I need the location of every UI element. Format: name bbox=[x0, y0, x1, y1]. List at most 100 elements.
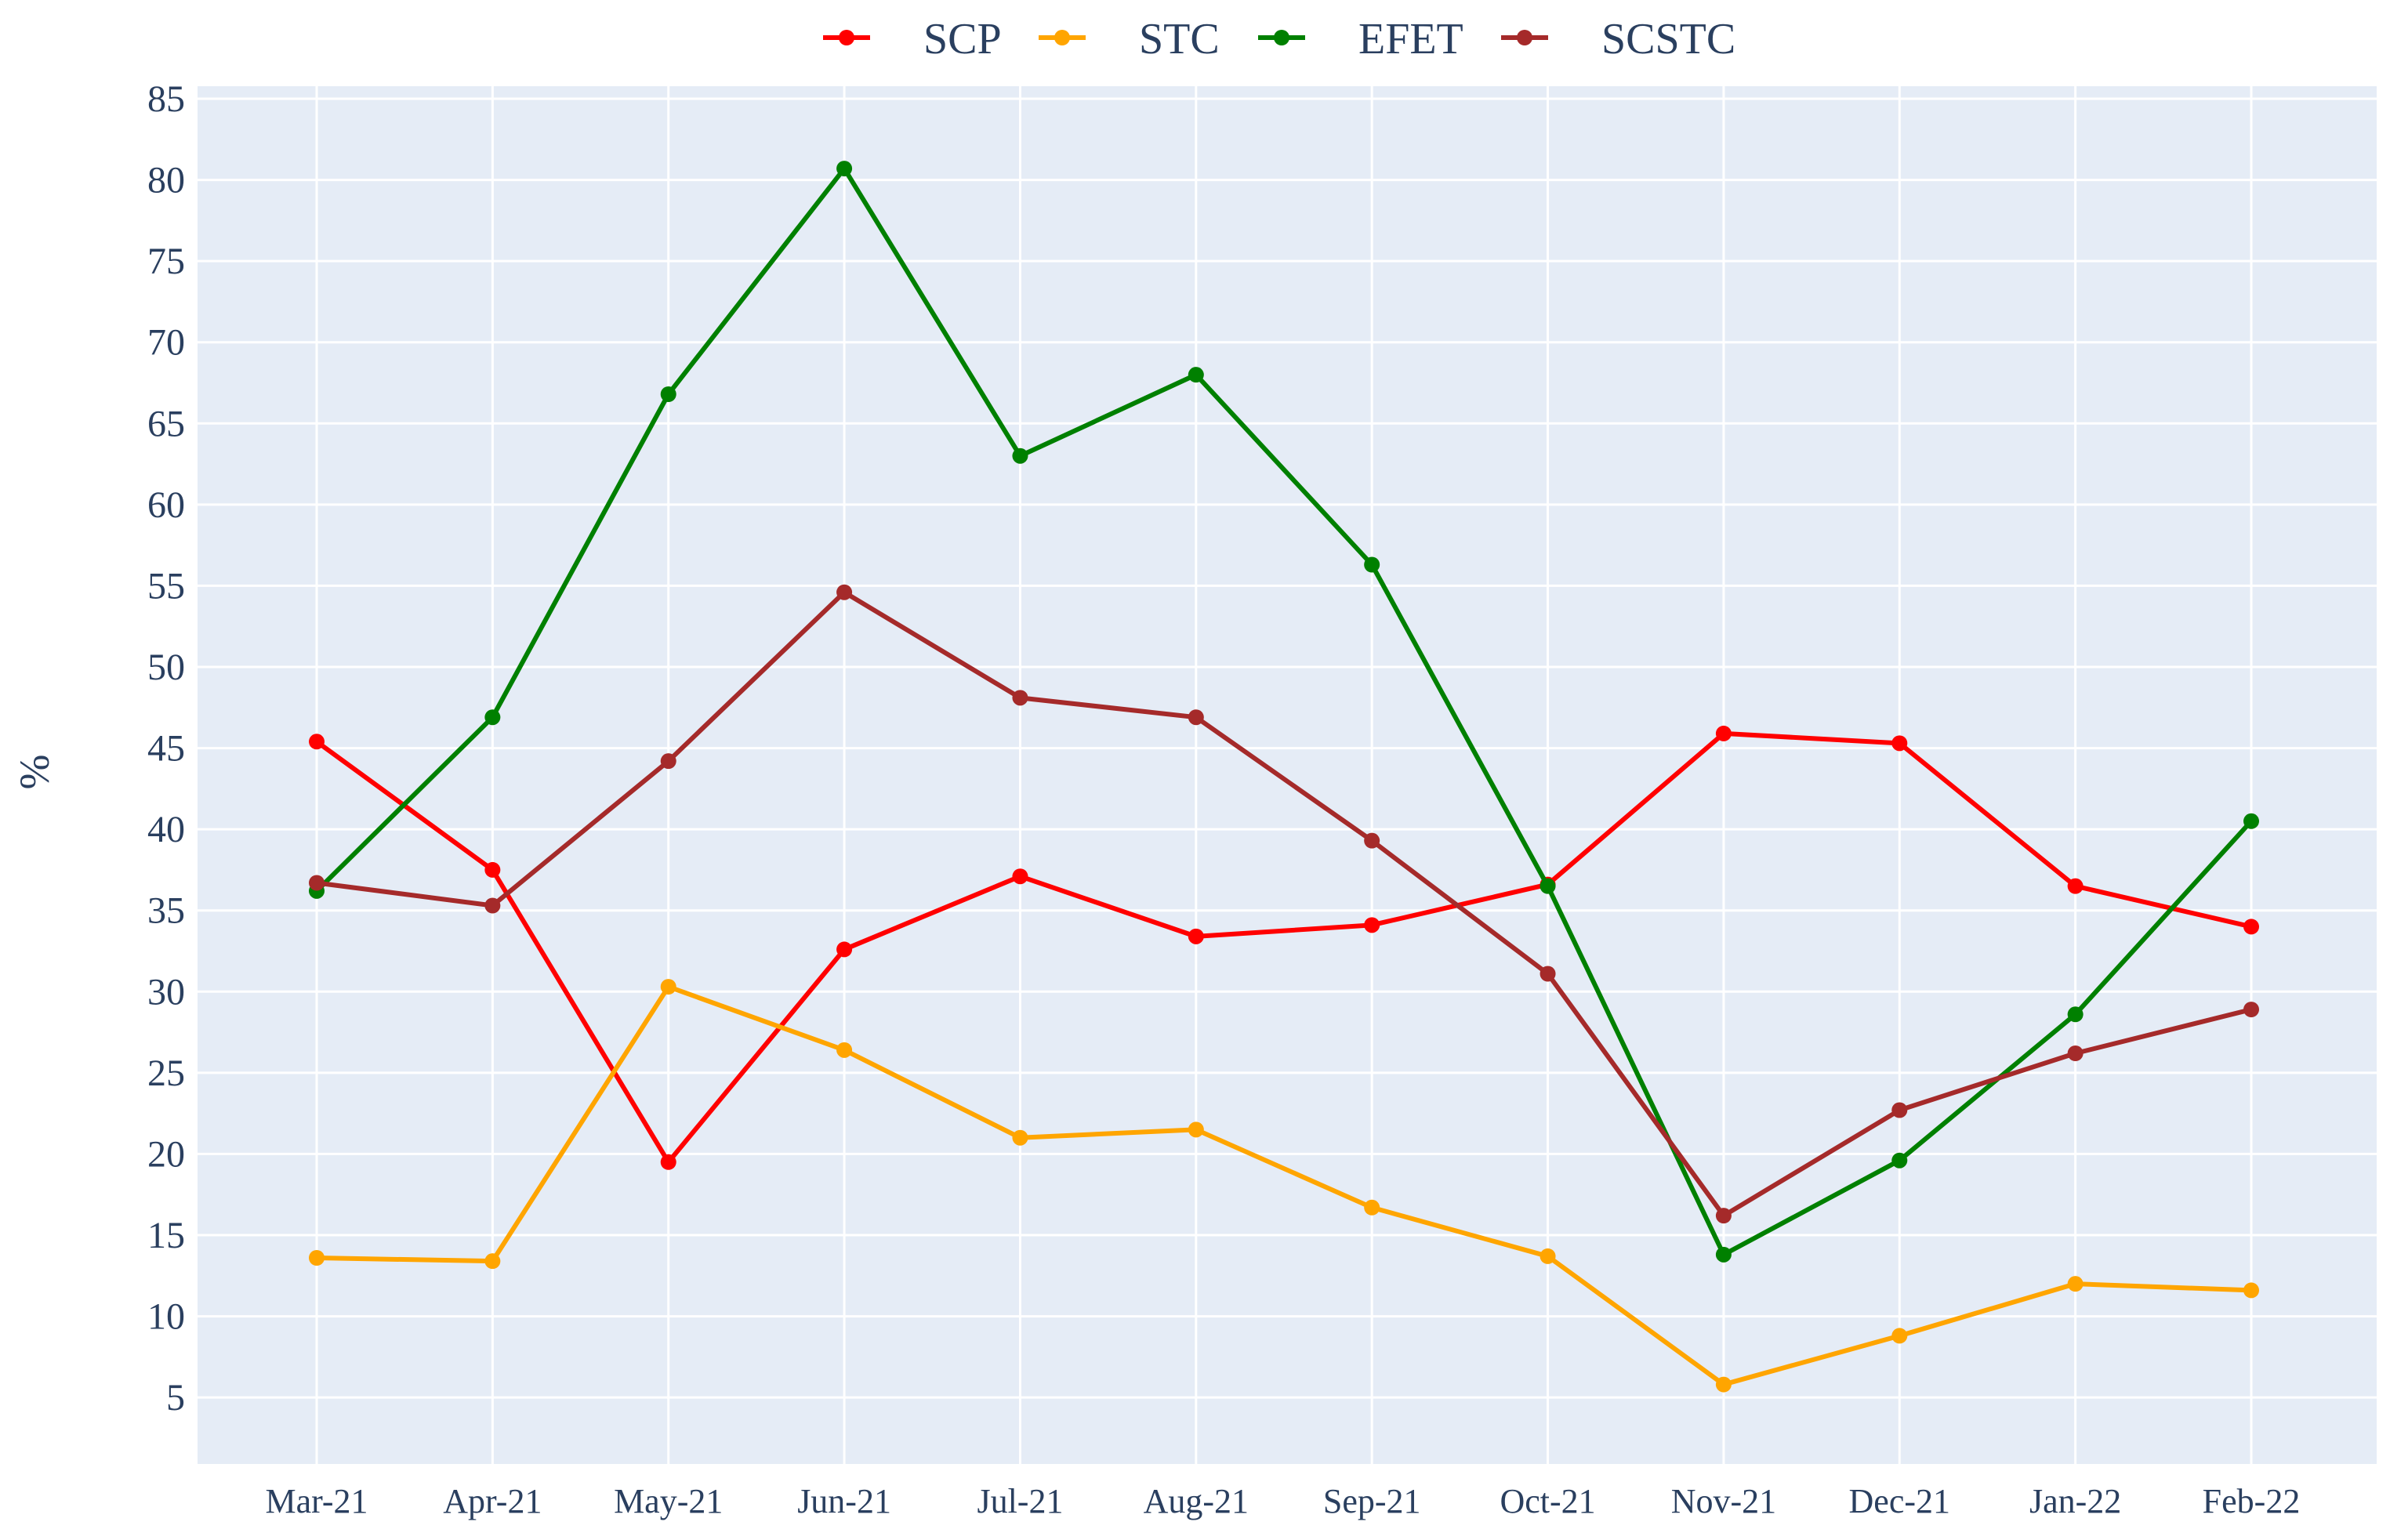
x-tick-label: Jul-21 bbox=[977, 1482, 1063, 1520]
x-tick-label: Sep-21 bbox=[1323, 1482, 1421, 1520]
x-tick-label: Jan-22 bbox=[2029, 1482, 2121, 1520]
y-axis-title: % bbox=[11, 755, 58, 790]
y-tick-label: 10 bbox=[147, 1296, 185, 1338]
y-tick-label: 5 bbox=[166, 1377, 185, 1419]
data-point-scstc bbox=[2243, 1002, 2259, 1018]
data-point-scstc bbox=[484, 897, 501, 914]
legend-swatch-marker bbox=[1054, 30, 1070, 45]
data-point-efet bbox=[1364, 556, 1380, 573]
y-tick-label: 65 bbox=[147, 403, 185, 444]
data-point-efet bbox=[660, 386, 676, 402]
data-point-scp bbox=[309, 734, 325, 750]
y-tick-label: 45 bbox=[147, 728, 185, 770]
data-point-stc bbox=[309, 1250, 325, 1266]
y-tick-label: 30 bbox=[147, 971, 185, 1013]
data-point-scstc bbox=[836, 584, 853, 600]
legend-label: EFET bbox=[1358, 15, 1463, 63]
y-tick-label: 50 bbox=[147, 647, 185, 688]
data-point-scstc bbox=[1012, 690, 1028, 706]
series-stc bbox=[309, 979, 2259, 1393]
data-point-efet bbox=[2243, 813, 2259, 829]
legend-label: SCP bbox=[923, 15, 1002, 63]
data-point-scstc bbox=[1540, 966, 1556, 982]
y-tick-label: 70 bbox=[147, 322, 185, 364]
data-point-stc bbox=[2243, 1282, 2259, 1299]
data-point-scstc bbox=[660, 753, 676, 770]
y-axis-tick-labels: 5 10 15 20 25 30 35 40 45 50 55 60 65 70 75 80 85 bbox=[147, 78, 185, 1419]
legend-swatch-marker bbox=[1517, 30, 1532, 45]
data-point-scp bbox=[2243, 919, 2259, 935]
legend: SCP STC EFET SCSTC bbox=[823, 15, 1735, 63]
x-tick-label: Mar-21 bbox=[265, 1482, 368, 1520]
data-point-stc bbox=[2067, 1276, 2084, 1292]
data-point-scp bbox=[660, 1154, 676, 1170]
legend-item-stc: STC bbox=[1039, 15, 1220, 63]
y-tick-label: 15 bbox=[147, 1215, 185, 1256]
data-point-efet bbox=[836, 161, 853, 177]
legend-item-efet: EFET bbox=[1258, 15, 1463, 63]
data-point-stc bbox=[1715, 1376, 1732, 1393]
x-gridlines bbox=[315, 86, 2253, 1464]
data-point-scstc bbox=[309, 875, 325, 891]
data-point-scstc bbox=[1188, 709, 1204, 726]
legend-item-scp: SCP bbox=[823, 15, 1002, 63]
x-tick-label: Jun-21 bbox=[797, 1482, 891, 1520]
data-point-stc bbox=[484, 1253, 501, 1270]
x-axis-tick-labels: Mar-21 Apr-21 May-21 Jun-21 Jul-21 Aug-21 Sep-… bbox=[265, 1482, 2300, 1520]
y-tick-label: 25 bbox=[147, 1053, 185, 1094]
series-line-stc bbox=[314, 984, 2254, 1387]
legend-label: SCSTC bbox=[1601, 15, 1735, 63]
x-tick-label: Feb-22 bbox=[2203, 1482, 2301, 1520]
data-point-scp bbox=[836, 941, 853, 958]
x-tick-label: Apr-21 bbox=[443, 1482, 542, 1520]
legend-swatch-marker bbox=[839, 30, 854, 45]
data-point-stc bbox=[1891, 1328, 1908, 1344]
data-point-efet bbox=[484, 709, 501, 726]
data-point-efet bbox=[1891, 1152, 1908, 1169]
x-tick-label: Oct-21 bbox=[1500, 1482, 1595, 1520]
legend-label: STC bbox=[1139, 15, 1220, 63]
data-point-scp bbox=[1891, 735, 1908, 752]
data-point-stc bbox=[1540, 1248, 1556, 1264]
data-point-efet bbox=[1012, 448, 1028, 464]
y-tick-label: 75 bbox=[147, 241, 185, 282]
data-point-scp bbox=[1364, 917, 1380, 933]
data-point-scp bbox=[1012, 868, 1028, 885]
data-point-scp bbox=[2067, 878, 2084, 894]
plot-background bbox=[198, 86, 2377, 1464]
y-tick-label: 20 bbox=[147, 1133, 185, 1175]
y-tick-label: 35 bbox=[147, 890, 185, 932]
data-point-scstc bbox=[2067, 1045, 2084, 1061]
data-point-stc bbox=[1012, 1129, 1028, 1146]
data-point-scp bbox=[1715, 725, 1732, 741]
data-point-scstc bbox=[1891, 1102, 1908, 1118]
data-point-stc bbox=[1364, 1199, 1380, 1216]
y-tick-label: 60 bbox=[147, 484, 185, 526]
y-tick-label: 55 bbox=[147, 565, 185, 607]
data-point-efet bbox=[1188, 367, 1204, 383]
data-point-stc bbox=[660, 979, 676, 995]
data-point-stc bbox=[1188, 1121, 1204, 1138]
y-gridlines bbox=[198, 97, 2377, 1399]
legend-swatch-marker bbox=[1274, 30, 1289, 45]
data-point-efet bbox=[1715, 1246, 1732, 1263]
series-line-efet bbox=[314, 166, 2254, 1257]
series-scp bbox=[309, 725, 2259, 1170]
data-point-scstc bbox=[1364, 832, 1380, 849]
y-tick-label: 85 bbox=[147, 78, 185, 120]
data-point-stc bbox=[836, 1042, 853, 1058]
legend-item-scstc: SCSTC bbox=[1501, 15, 1735, 63]
x-tick-label: Dec-21 bbox=[1849, 1482, 1951, 1520]
y-tick-label: 80 bbox=[147, 160, 185, 201]
data-point-scp bbox=[1188, 928, 1204, 944]
data-point-scstc bbox=[1715, 1208, 1732, 1224]
data-point-scp bbox=[484, 861, 501, 878]
series-line-scstc bbox=[314, 589, 2254, 1219]
y-tick-label: 40 bbox=[147, 809, 185, 850]
series-scstc bbox=[309, 584, 2259, 1224]
x-tick-label: Aug-21 bbox=[1144, 1482, 1249, 1520]
series-line-scp bbox=[314, 730, 2254, 1165]
data-point-efet bbox=[1540, 878, 1556, 894]
data-point-efet bbox=[2067, 1006, 2084, 1023]
